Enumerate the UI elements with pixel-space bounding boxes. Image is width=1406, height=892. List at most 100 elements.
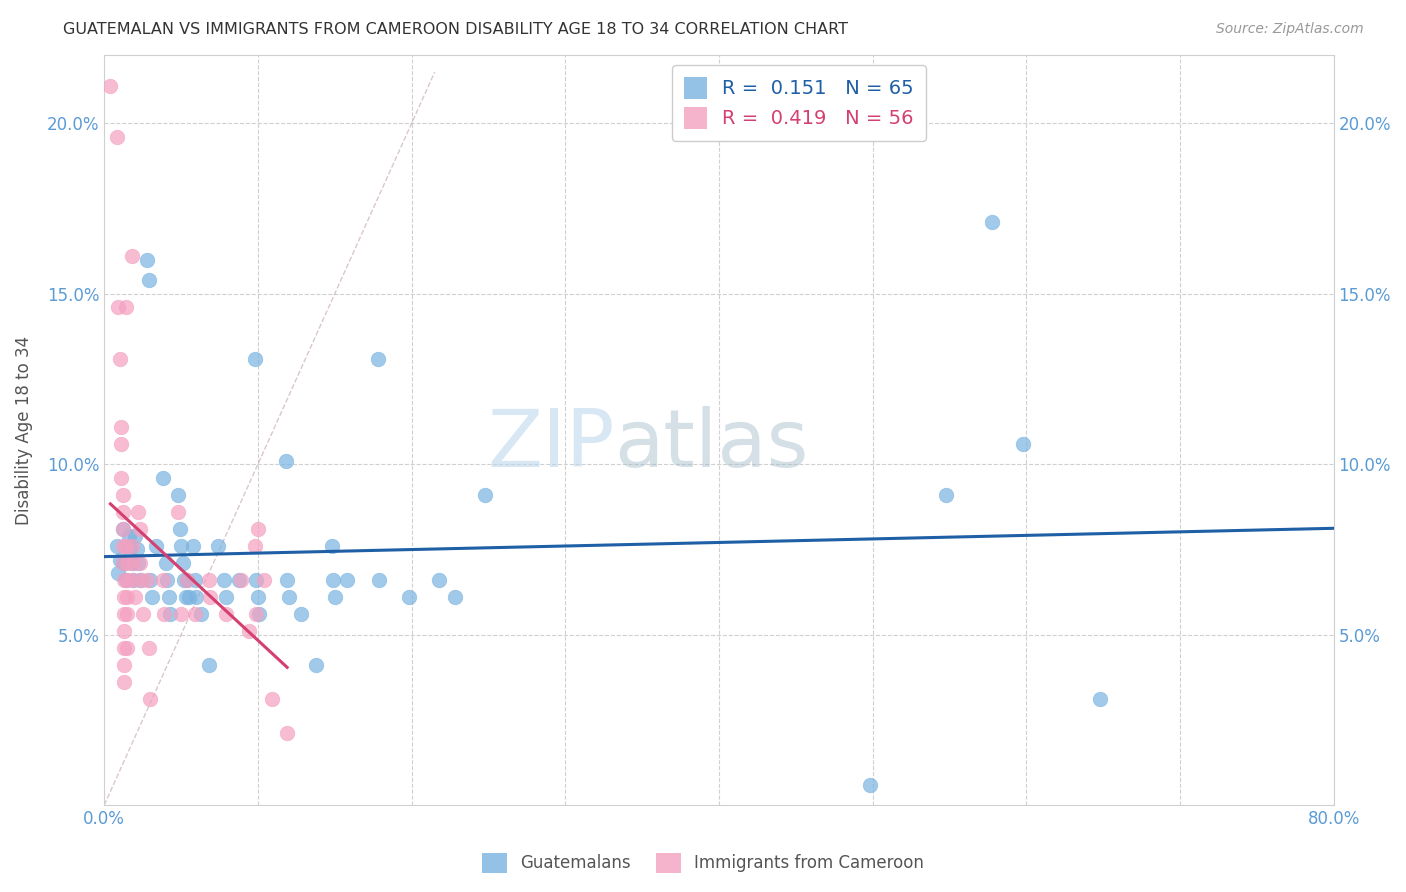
Point: [111, 488, 134, 502]
Point: [125, 542, 148, 557]
Point: [122, 556, 145, 570]
Point: [214, 590, 236, 604]
Point: [981, 215, 1004, 229]
Point: [117, 607, 139, 622]
Point: [229, 573, 252, 587]
Point: [107, 301, 129, 315]
Point: [183, 539, 205, 553]
Point: [243, 539, 266, 553]
Point: [112, 624, 135, 639]
Point: [114, 573, 136, 587]
Point: [274, 454, 297, 468]
Point: [155, 556, 177, 570]
Point: [174, 590, 197, 604]
Point: [117, 556, 139, 570]
Point: [138, 273, 160, 287]
Point: [121, 249, 143, 263]
Point: [427, 573, 450, 587]
Point: [170, 607, 193, 622]
Point: [112, 556, 135, 570]
Point: [124, 590, 146, 604]
Point: [121, 539, 143, 553]
Point: [129, 573, 152, 587]
Point: [145, 539, 167, 553]
Point: [105, 539, 128, 553]
Point: [136, 252, 159, 267]
Point: [443, 590, 465, 604]
Point: [128, 573, 150, 587]
Point: [122, 573, 145, 587]
Point: [105, 130, 128, 145]
Point: [110, 436, 132, 450]
Point: [111, 505, 134, 519]
Point: [152, 471, 174, 485]
Point: [245, 607, 267, 622]
Point: [114, 539, 136, 553]
Y-axis label: Disability Age 18 to 34: Disability Age 18 to 34: [15, 335, 32, 524]
Legend: Guatemalans, Immigrants from Cameroon: Guatemalans, Immigrants from Cameroon: [475, 847, 931, 880]
Point: [246, 590, 269, 604]
Point: [128, 556, 150, 570]
Text: GUATEMALAN VS IMMIGRANTS FROM CAMEROON DISABILITY AGE 18 TO 34 CORRELATION CHART: GUATEMALAN VS IMMIGRANTS FROM CAMEROON D…: [63, 22, 848, 37]
Point: [1088, 692, 1111, 706]
Point: [169, 522, 191, 536]
Point: [190, 607, 212, 622]
Point: [159, 607, 181, 622]
Point: [290, 607, 312, 622]
Point: [111, 556, 134, 570]
Point: [111, 539, 134, 553]
Point: [184, 573, 207, 587]
Point: [112, 607, 135, 622]
Point: [156, 573, 179, 587]
Point: [110, 419, 132, 434]
Point: [935, 488, 957, 502]
Point: [228, 573, 250, 587]
Point: [112, 573, 135, 587]
Point: [100, 78, 122, 93]
Point: [323, 590, 346, 604]
Point: [167, 505, 190, 519]
Point: [858, 778, 880, 792]
Point: [111, 522, 134, 536]
Point: [321, 539, 343, 553]
Text: atlas: atlas: [614, 406, 808, 484]
Point: [197, 573, 219, 587]
Point: [243, 351, 266, 366]
Point: [124, 529, 146, 543]
Point: [136, 573, 159, 587]
Point: [170, 539, 193, 553]
Point: [214, 607, 236, 622]
Point: [200, 590, 222, 604]
Point: [117, 590, 139, 604]
Point: [1012, 436, 1035, 450]
Point: [138, 641, 160, 656]
Point: [184, 607, 207, 622]
Point: [277, 590, 299, 604]
Legend: R =  0.151   N = 65, R =  0.419   N = 56: R = 0.151 N = 65, R = 0.419 N = 56: [672, 65, 925, 141]
Point: [112, 675, 135, 690]
Point: [118, 529, 141, 543]
Point: [172, 556, 194, 570]
Point: [152, 573, 174, 587]
Point: [120, 542, 142, 557]
Point: [176, 573, 198, 587]
Point: [207, 539, 229, 553]
Text: Source: ZipAtlas.com: Source: ZipAtlas.com: [1216, 22, 1364, 37]
Point: [139, 573, 162, 587]
Point: [276, 573, 298, 587]
Point: [186, 590, 208, 604]
Point: [112, 590, 135, 604]
Point: [368, 573, 391, 587]
Point: [107, 566, 129, 581]
Point: [121, 556, 143, 570]
Point: [176, 573, 198, 587]
Point: [108, 351, 131, 366]
Text: ZIP: ZIP: [486, 406, 614, 484]
Point: [238, 624, 260, 639]
Point: [128, 522, 150, 536]
Point: [131, 607, 153, 622]
Point: [173, 573, 195, 587]
Point: [153, 607, 176, 622]
Point: [253, 573, 276, 587]
Point: [117, 641, 139, 656]
